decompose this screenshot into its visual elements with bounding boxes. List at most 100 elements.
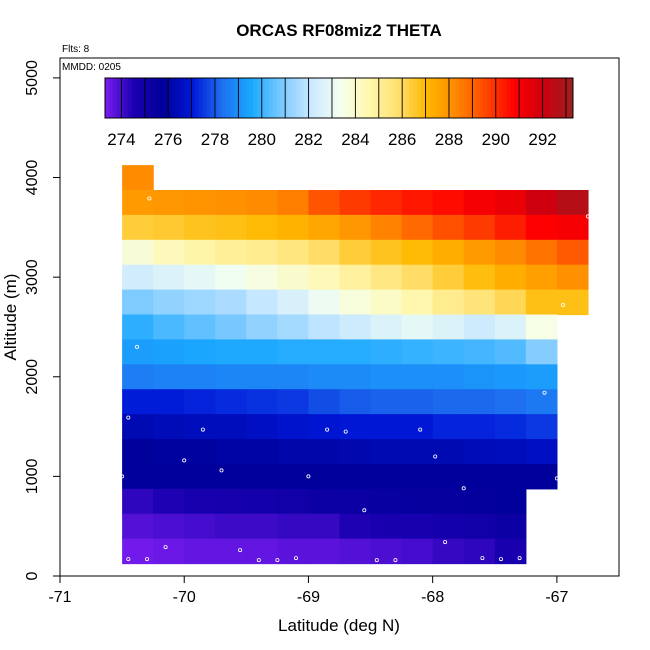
heatmap-cell: [339, 488, 372, 515]
y-tick-label: 5000: [24, 60, 41, 96]
heatmap-cell: [184, 189, 216, 216]
sample-point: [362, 508, 367, 513]
colorbar-segment: [179, 78, 184, 118]
heatmap-cell: [277, 488, 310, 515]
colorbar-segment: [233, 78, 239, 118]
colorbar-segment: [444, 78, 449, 118]
heatmap-cell: [246, 538, 278, 565]
colorbar-segment: [448, 78, 453, 118]
date-annotation: MMDD: 0205: [62, 62, 121, 73]
colorbar-segment: [401, 78, 406, 118]
colorbar-segment: [183, 78, 188, 118]
heatmap-cell: [401, 239, 434, 266]
heatmap-cell: [215, 289, 247, 316]
sample-point: [433, 454, 438, 459]
colorbar-segment: [120, 78, 125, 118]
heatmap-cell: [432, 189, 465, 216]
colorbar-segment: [389, 78, 395, 118]
heatmap-cell: [184, 439, 216, 465]
sample-point: [200, 427, 205, 432]
heatmap-cell: [215, 439, 247, 465]
heatmap-cell: [494, 538, 527, 565]
heatmap-cell: [184, 488, 216, 515]
colorbar-tick-label: 286: [388, 130, 416, 149]
colorbar-segment: [319, 78, 324, 118]
colorbar-segment: [171, 78, 176, 118]
colorbar-segment: [526, 78, 531, 118]
heatmap-cell: [215, 264, 247, 291]
heatmap-cell: [246, 314, 278, 341]
colorbar-segment: [565, 78, 570, 118]
heatmap-cell: [463, 289, 496, 316]
sample-point: [325, 427, 330, 432]
heatmap-cell: [432, 389, 465, 415]
heatmap-cell: [525, 414, 558, 440]
heatmap-cell: [463, 264, 496, 291]
heatmap-cell: [277, 214, 310, 241]
colorbar-segment: [420, 78, 426, 118]
heatmap-cell: [153, 239, 185, 266]
heatmap-cell: [308, 389, 341, 415]
heatmap-cell: [525, 339, 558, 365]
colorbar-tick-label: 282: [294, 130, 322, 149]
heatmap-cell: [525, 314, 558, 341]
colorbar-tick-label: 278: [201, 130, 229, 149]
colorbar-segment: [222, 78, 227, 118]
sample-points: [113, 196, 590, 563]
heatmap-cell: [277, 389, 310, 415]
colorbar-segment: [311, 78, 317, 118]
heatmap-cell: [122, 264, 154, 291]
heatmap-cell: [277, 264, 310, 291]
heatmap-cell: [370, 289, 403, 316]
sample-point: [182, 458, 187, 463]
heatmap-cell: [463, 439, 496, 465]
heatmap-cell: [339, 339, 372, 365]
heatmap-cell: [401, 439, 434, 465]
colorbar-segment: [479, 78, 484, 118]
heatmap-cell: [370, 488, 403, 515]
colorbar-segment: [288, 78, 293, 118]
heatmap-cell: [339, 538, 372, 565]
colorbar-segment: [342, 78, 348, 118]
x-tick-label: -69: [297, 589, 320, 606]
sample-point: [480, 556, 485, 561]
colorbar-segment: [151, 78, 157, 118]
colorbar-frame: [104, 77, 574, 119]
heatmap-cell: [277, 513, 310, 540]
colorbar-segment: [214, 78, 219, 118]
y-tick-label: 2000: [24, 359, 41, 395]
plot-frame: [59, 57, 620, 577]
x-axis: -71 -70 -69 -68 -67: [48, 576, 569, 606]
heatmap-cell: [525, 289, 558, 316]
heatmap-cell: [246, 364, 278, 390]
sample-point: [144, 557, 149, 562]
heatmap-cell: [184, 314, 216, 341]
heatmap-cell: [277, 463, 310, 490]
heatmap-cell: [246, 239, 278, 266]
colorbar-tick-label: 274: [107, 130, 135, 149]
heatmap-cell: [432, 488, 465, 515]
heatmap-cell: [432, 264, 465, 291]
sample-point: [256, 558, 261, 563]
y-tick-label: 1000: [24, 458, 41, 494]
heatmap-cell: [556, 264, 589, 291]
colorbar-segment: [397, 78, 402, 118]
colorbar-segment: [428, 78, 434, 118]
colorbar-tick-label: 288: [435, 130, 463, 149]
heatmap-cell: [525, 389, 558, 415]
colorbar-segment: [381, 78, 387, 118]
heatmap-cell: [122, 314, 154, 341]
heatmap-cell: [308, 264, 341, 291]
colorbar-segment: [136, 78, 141, 118]
x-tick-label: -67: [545, 589, 568, 606]
heatmap-cell: [153, 513, 185, 540]
sample-point: [306, 474, 311, 479]
heatmap-cell: [494, 239, 527, 266]
y-axis: 0 1000 2000 3000 4000 5000: [24, 60, 60, 580]
heatmap-cell: [153, 214, 185, 241]
heatmap-cell: [153, 189, 185, 216]
sample-point: [126, 557, 131, 562]
heatmap-cell: [370, 364, 403, 390]
heatmap-cell: [494, 264, 527, 291]
colorbar-segment: [459, 78, 465, 118]
